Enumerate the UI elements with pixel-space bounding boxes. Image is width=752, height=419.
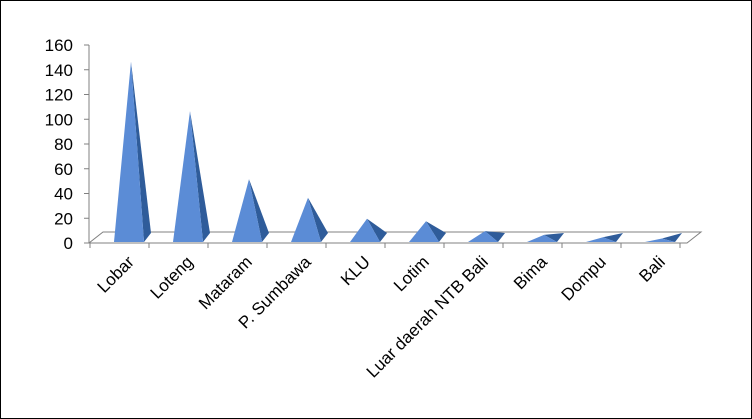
pyramid-bar — [291, 197, 328, 242]
pyramid-bar — [586, 233, 623, 242]
pyramid-side-face — [131, 61, 151, 242]
pyramid-bars — [114, 61, 682, 242]
pyramid-side-face — [249, 179, 269, 242]
y-tick-label: 160 — [45, 36, 73, 55]
category-label: Lobar — [94, 252, 138, 296]
pyramid-bar — [114, 61, 151, 242]
y-tick-label: 120 — [45, 86, 73, 105]
pyramid-bar — [350, 218, 387, 242]
pyramid-side-face — [603, 233, 623, 242]
category-label: Bima — [510, 252, 551, 293]
pyramid-front-face — [527, 234, 557, 242]
y-tick-label: 140 — [45, 61, 73, 80]
pyramid-bar — [409, 221, 446, 242]
pyramid-side-face — [426, 221, 446, 242]
pyramid-bar — [527, 233, 564, 242]
pyramid-side-face — [190, 111, 210, 242]
pyramid-bar — [232, 179, 269, 242]
category-label: Loteng — [147, 252, 197, 302]
pyramid-side-face — [544, 233, 564, 242]
pyramid-bar — [468, 231, 505, 242]
category-label: Lotim — [390, 252, 433, 295]
pyramid-bar — [173, 111, 210, 242]
category-label: Luar daerah NTB Bali — [363, 252, 492, 381]
y-tick-label: 20 — [54, 209, 73, 228]
pyramid-side-face — [662, 233, 682, 242]
y-axis-tick-labels: 0 20 40 60 80 100 120 140 160 — [45, 36, 73, 253]
category-label: KLU — [337, 252, 374, 289]
category-label: Dompu — [558, 252, 610, 304]
axes — [84, 44, 703, 248]
pyramid-side-face — [367, 218, 387, 242]
y-tick-label: 80 — [54, 135, 73, 154]
pyramid-front-face — [350, 218, 380, 242]
pyramid-bar — [645, 233, 682, 242]
chart-floor — [87, 231, 703, 244]
pyramid-side-face — [308, 197, 328, 242]
pyramid-front-face — [645, 238, 675, 242]
pyramid-front-face — [232, 179, 262, 242]
pyramid-side-face — [485, 231, 505, 242]
y-tick-label: 60 — [54, 160, 73, 179]
y-tick-label: 100 — [45, 110, 73, 129]
category-label: Mataram — [195, 252, 256, 313]
y-tick-label: 0 — [64, 234, 73, 253]
pyramid-front-face — [291, 197, 321, 242]
pyramid-front-face — [468, 231, 498, 242]
pyramid-front-face — [409, 221, 439, 242]
category-label: Bali — [635, 252, 668, 285]
pyramid-front-face — [114, 61, 144, 242]
pyramid-front-face — [173, 111, 203, 242]
y-tick-label: 40 — [54, 185, 73, 204]
pyramid-front-face — [586, 237, 616, 242]
